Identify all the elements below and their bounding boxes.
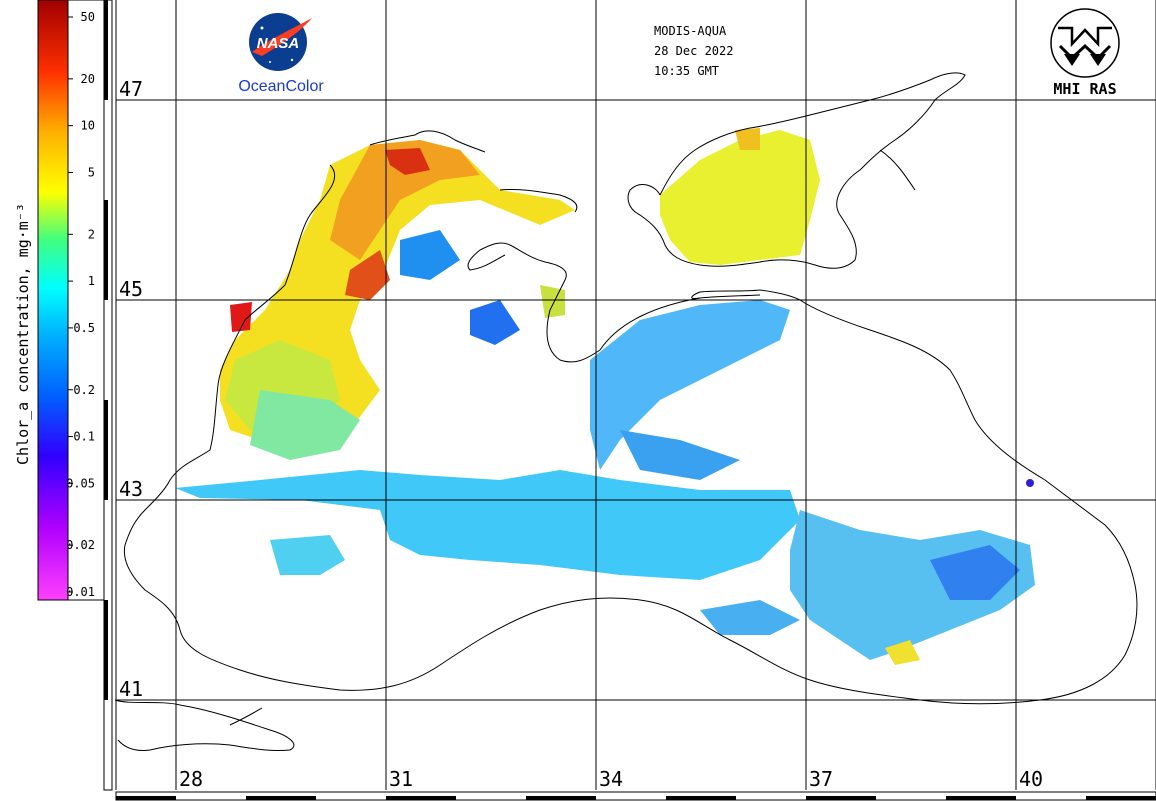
acquisition-time: 10:35 GMT — [654, 64, 719, 78]
colorbar-tick-label: 0.1 — [73, 430, 95, 444]
lon-label-34: 34 — [599, 767, 623, 791]
colorbar-tick-label: 50 — [81, 10, 95, 24]
lon-label-40: 40 — [1019, 767, 1043, 791]
colorbar-tick-panel — [67, 0, 105, 601]
colorbar-title: Chlor_a concentration, mg·m⁻³ — [14, 203, 32, 465]
mhi-ras-caption: MHI RAS — [1053, 80, 1116, 98]
lon-label-28: 28 — [179, 767, 203, 791]
coastline — [114, 72, 1138, 751]
lat-label-41: 41 — [119, 677, 143, 701]
colorbar-tick-label: 0.02 — [66, 538, 95, 552]
mhi-ras-logo: MHI RAS — [1050, 8, 1120, 98]
colorbar-tick-label: 1 — [88, 274, 95, 288]
colorbar-tick-label: 20 — [81, 72, 95, 86]
colorbar: 50 20 10 5 2 1 0.5 0.2 0.1 0.05 0.02 0.01 Chlor_a c… — [14, 0, 105, 601]
acquisition-date: 28 Dec 2022 — [654, 44, 733, 58]
colorbar-tick-label: 0.05 — [66, 476, 95, 490]
lat-label-43: 43 — [119, 477, 143, 501]
latitude-labels: 47 45 43 41 — [119, 77, 143, 701]
colorbar-tick-label: 10 — [81, 119, 95, 133]
colorbar-tick-label: 2 — [88, 227, 95, 241]
colorbar-gradient — [37, 0, 69, 601]
lat-label-45: 45 — [119, 277, 143, 301]
latitude-scale-bar — [103, 0, 113, 791]
colorbar-tick-label: 0.01 — [66, 585, 95, 599]
colorbar-tick-label: 5 — [88, 165, 95, 179]
sensor-name: MODIS-AQUA — [654, 24, 727, 38]
nasa-badge-text: NASA — [257, 35, 300, 52]
chlorophyll-imagery — [175, 128, 1035, 665]
lon-label-37: 37 — [809, 767, 833, 791]
lat-label-47: 47 — [119, 77, 143, 101]
oceancolor-caption: OceanColor — [238, 78, 324, 95]
nasa-oceancolor-logo: NASA OceanColor — [238, 13, 324, 95]
mhi-emblem-icon — [1050, 8, 1120, 78]
graticule — [115, 0, 1156, 790]
colorbar-tick-label: 0.2 — [73, 383, 95, 397]
acquisition-info: MODIS-AQUA 28 Dec 2022 10:35 GMT — [654, 24, 733, 78]
colorbar-ticks: 50 20 10 5 2 1 0.5 0.2 0.1 0.05 0.02 0.01 — [66, 10, 95, 599]
longitude-labels: 28 31 34 37 40 — [179, 767, 1043, 791]
colorbar-tick-label: 0.5 — [73, 321, 95, 335]
lon-label-31: 31 — [389, 767, 413, 791]
longitude-scale-bar — [115, 791, 1156, 801]
